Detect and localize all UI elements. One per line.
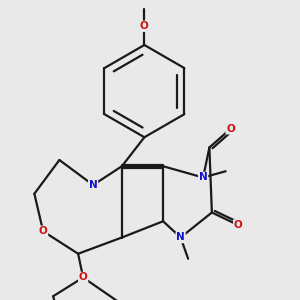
Text: O: O [234, 220, 242, 230]
Text: N: N [176, 232, 185, 242]
Text: O: O [140, 21, 149, 31]
Text: O: O [226, 124, 235, 134]
Text: N: N [199, 172, 208, 182]
Text: O: O [79, 272, 88, 283]
Text: O: O [39, 226, 47, 236]
Text: N: N [89, 180, 98, 190]
